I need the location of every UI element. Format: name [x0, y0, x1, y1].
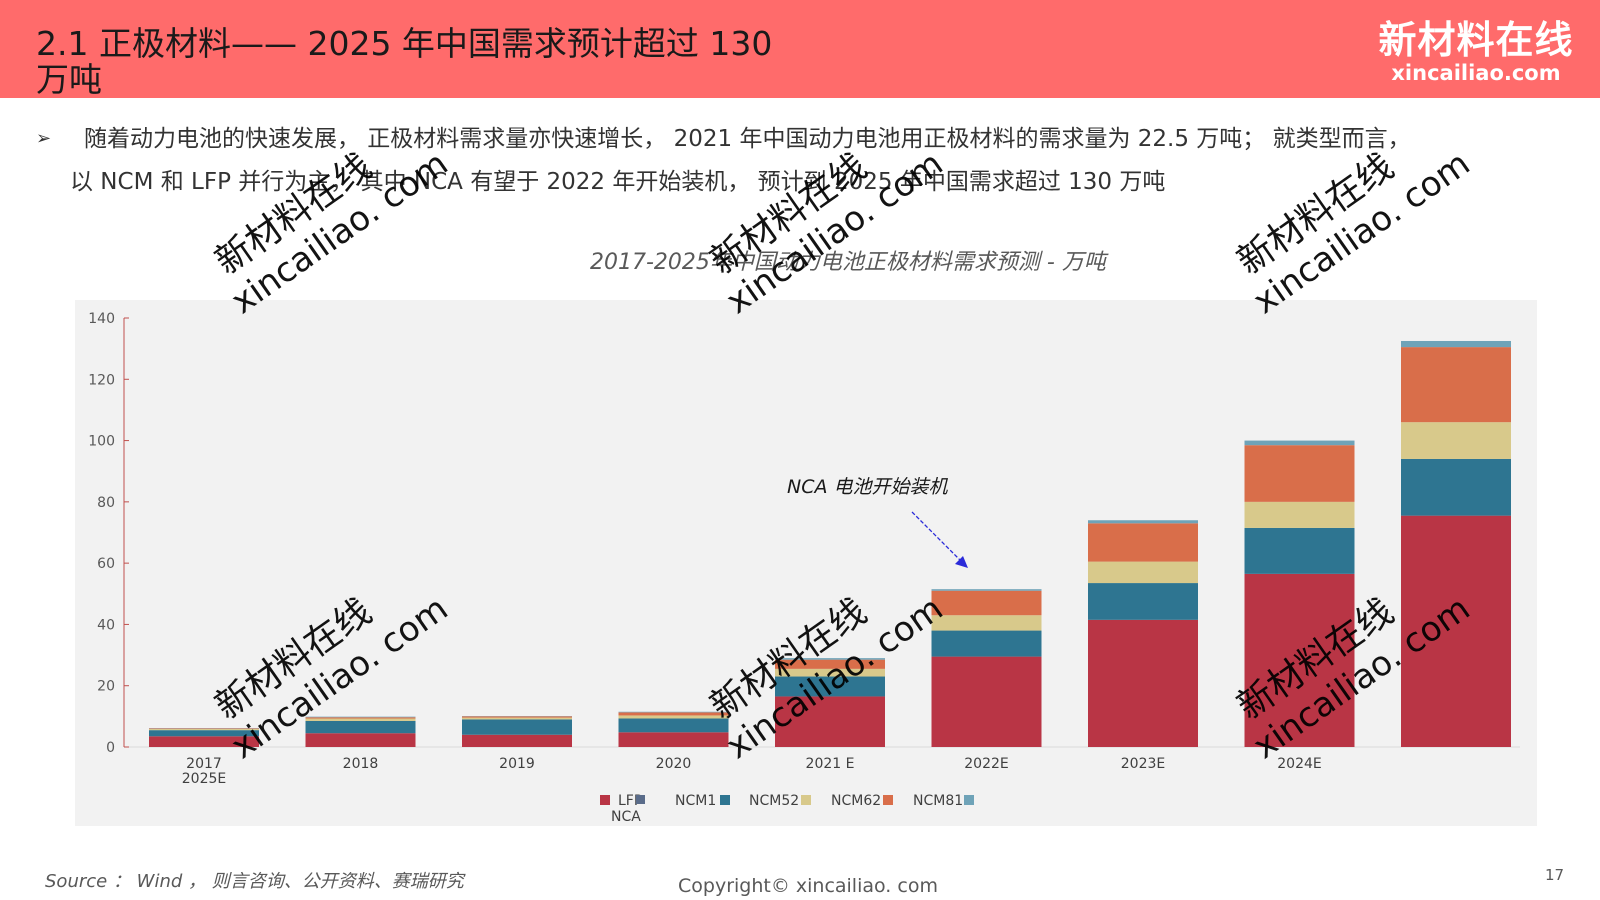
bullet-line-2: 以 NCM 和 LFP 并行为主， 其中 NCA 有望于 2022 年开始装机，…	[70, 169, 1166, 195]
brand-logo: 新材料在线 xincailiao.com	[1376, 18, 1576, 84]
bar-segment-lfp	[775, 696, 885, 747]
legend-label: NCM52	[749, 793, 799, 809]
bar-segment-lfp	[305, 733, 416, 747]
bar-segment-ncm52	[618, 715, 729, 719]
legend-label: NCM62	[831, 793, 881, 809]
bar-segment-ncm52	[149, 728, 259, 731]
x-tick-label: 2023E	[1121, 756, 1165, 772]
bar-segment-ncm81	[1244, 440, 1355, 446]
bar-segment-ncm52	[931, 615, 1042, 631]
x-tick-label: 2025E	[182, 771, 226, 787]
logo-en-text: xincailiao.com	[1391, 61, 1561, 85]
bar-segment-lfp	[462, 734, 572, 747]
x-tick-label: 2020	[656, 756, 692, 772]
legend-swatch-ncm62	[883, 795, 893, 805]
bar-segment-ncm81	[1401, 340, 1511, 348]
y-tick-label: 60	[97, 556, 115, 572]
bar-segment-ncm1	[1401, 458, 1511, 516]
legend-label: NCM1	[675, 793, 716, 809]
header-bar: 2.1 正极材料—— 2025 年中国需求预计超过 130 万吨 新材料在线 x…	[0, 0, 1600, 98]
x-tick-label: 2017	[186, 756, 222, 772]
x-tick-label: 2018	[343, 756, 379, 772]
bar-segment-ncm62	[1244, 445, 1355, 502]
page-title: 2.1 正极材料—— 2025 年中国需求预计超过 130 万吨	[36, 24, 773, 99]
bar-segment-lfp	[931, 656, 1042, 747]
source-note: Source ： Wind ， 则言咨询、公开资料、赛瑞研究	[45, 871, 464, 892]
bar-segment-ncm52	[1088, 561, 1198, 584]
legend-swatch-ncm81	[964, 795, 974, 805]
logo-cn-text: 新材料在线	[1378, 18, 1574, 62]
legend-swatch-lfp	[600, 795, 610, 805]
bar-segment-ncm62	[1088, 523, 1198, 562]
bar-segment-ncm81	[1088, 520, 1198, 524]
copyright-text: Copyright© xincailiao. com	[678, 875, 938, 897]
y-tick-label: 20	[97, 679, 115, 695]
legend-label: NCM81	[913, 793, 963, 809]
bar-segment-ncm81	[618, 711, 729, 713]
bullet-line-1: 随着动力电池的快速发展， 正极材料需求量亦快速增长， 2021 年中国动力电池用…	[84, 126, 1411, 152]
bar-segment-lfp	[1401, 515, 1511, 747]
bar-segment-ncm1	[1244, 527, 1355, 574]
chart-title: 2017-2025年中国动力电池正极材料需求预测 - 万吨	[590, 250, 1106, 275]
y-tick-label: 80	[97, 495, 115, 511]
bar-segment-ncm81	[931, 589, 1042, 591]
bar-segment-ncm62	[462, 716, 572, 718]
bar-segment-ncm62	[618, 712, 729, 716]
bar-segment-lfp	[149, 736, 259, 747]
bar-segment-ncm1	[1088, 583, 1198, 620]
bar-segment-ncm62	[149, 728, 259, 729]
bar-segment-ncm1	[305, 720, 416, 734]
page-number: 17	[1545, 866, 1565, 884]
y-tick-label: 40	[97, 617, 115, 633]
x-tick-label: 2022E	[964, 756, 1008, 772]
bar-segment-ncm1	[618, 718, 729, 733]
x-tick-label: 2024E	[1277, 756, 1321, 772]
y-tick-label: 100	[88, 434, 115, 450]
bar-segment-ncm81	[305, 716, 416, 718]
legend-swatch-ncm52	[801, 795, 811, 805]
bar-segment-ncm62	[775, 659, 885, 669]
bar-segment-ncm52	[305, 718, 416, 721]
annotation-arrow-line	[911, 511, 963, 563]
legend-swatch-nca	[636, 795, 645, 804]
legend-label: NCA	[611, 809, 641, 825]
x-tick-label: 2021 E	[806, 756, 855, 772]
bar-segment-lfp	[1088, 619, 1198, 747]
bar-segment-ncm1	[931, 630, 1042, 657]
bar-segment-ncm52	[462, 717, 572, 720]
bar-segment-ncm52	[775, 668, 885, 677]
annotation-arrow-head	[955, 556, 968, 568]
chart-annotation: NCA 电池开始装机	[787, 476, 948, 498]
bar-segment-ncm1	[775, 676, 885, 697]
bar-segment-ncm62	[305, 717, 416, 719]
bar-segment-ncm1	[462, 719, 572, 735]
bar-segment-lfp	[618, 732, 729, 747]
bar-segment-lfp	[1244, 573, 1355, 747]
bar-segment-ncm81	[775, 658, 885, 660]
bullet-arrow-icon: ➢	[36, 128, 52, 149]
bar-segment-ncm1	[149, 730, 259, 737]
x-tick-label: 2019	[499, 756, 535, 772]
y-tick-label: 0	[106, 740, 115, 756]
legend-swatch-ncm1	[720, 795, 730, 805]
bar-segment-ncm52	[1401, 422, 1511, 459]
bar-segment-ncm62	[931, 590, 1042, 616]
bar-segment-ncm62	[1401, 347, 1511, 423]
y-tick-label: 120	[88, 372, 115, 388]
y-tick-label: 140	[88, 311, 115, 327]
bar-segment-ncm52	[1244, 501, 1355, 528]
